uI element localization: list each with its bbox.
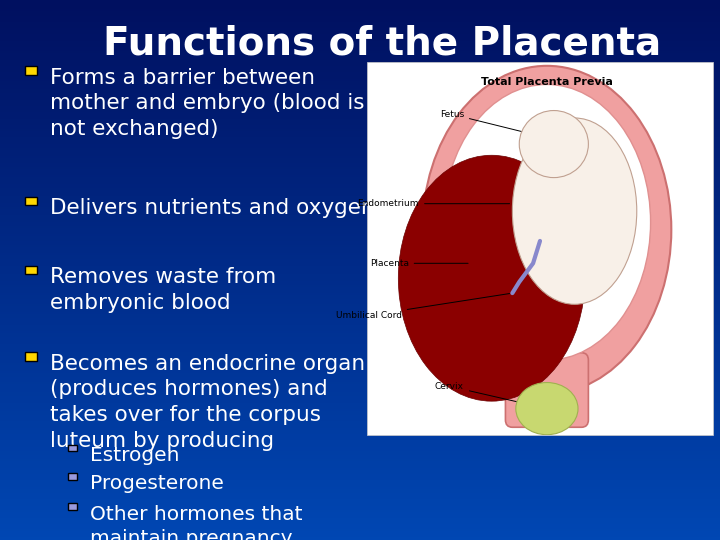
FancyBboxPatch shape — [68, 473, 77, 480]
Ellipse shape — [398, 156, 585, 401]
Text: Endometrium: Endometrium — [358, 199, 510, 208]
Text: Fetus: Fetus — [440, 110, 554, 140]
FancyBboxPatch shape — [68, 503, 77, 510]
Text: Cervix: Cervix — [435, 382, 544, 408]
Text: Other hormones that
maintain pregnancy: Other hormones that maintain pregnancy — [90, 504, 302, 540]
Text: Removes waste from
embryonic blood: Removes waste from embryonic blood — [50, 267, 276, 313]
FancyBboxPatch shape — [25, 197, 37, 205]
Text: Delivers nutrients and oxygen: Delivers nutrients and oxygen — [50, 198, 374, 218]
Text: Placenta: Placenta — [369, 259, 468, 268]
FancyBboxPatch shape — [25, 352, 37, 361]
Ellipse shape — [444, 84, 651, 360]
FancyBboxPatch shape — [25, 266, 37, 274]
Ellipse shape — [519, 111, 588, 178]
Text: Forms a barrier between
mother and embryo (blood is
not exchanged): Forms a barrier between mother and embry… — [50, 68, 364, 139]
FancyBboxPatch shape — [68, 445, 77, 451]
Text: Estrogen: Estrogen — [90, 446, 179, 465]
Ellipse shape — [423, 66, 671, 394]
Ellipse shape — [516, 382, 578, 435]
Text: Progesterone: Progesterone — [90, 474, 224, 494]
Ellipse shape — [513, 118, 636, 305]
Text: Becomes an endocrine organ
(produces hormones) and
takes over for the corpus
lut: Becomes an endocrine organ (produces hor… — [50, 354, 365, 450]
Ellipse shape — [429, 166, 561, 330]
Text: Functions of the Placenta: Functions of the Placenta — [102, 24, 661, 62]
FancyBboxPatch shape — [505, 353, 588, 427]
Text: Total Placenta Previa: Total Placenta Previa — [481, 77, 613, 87]
FancyBboxPatch shape — [367, 62, 713, 435]
FancyBboxPatch shape — [25, 66, 37, 75]
Text: Umbilical Cord: Umbilical Cord — [336, 294, 510, 320]
